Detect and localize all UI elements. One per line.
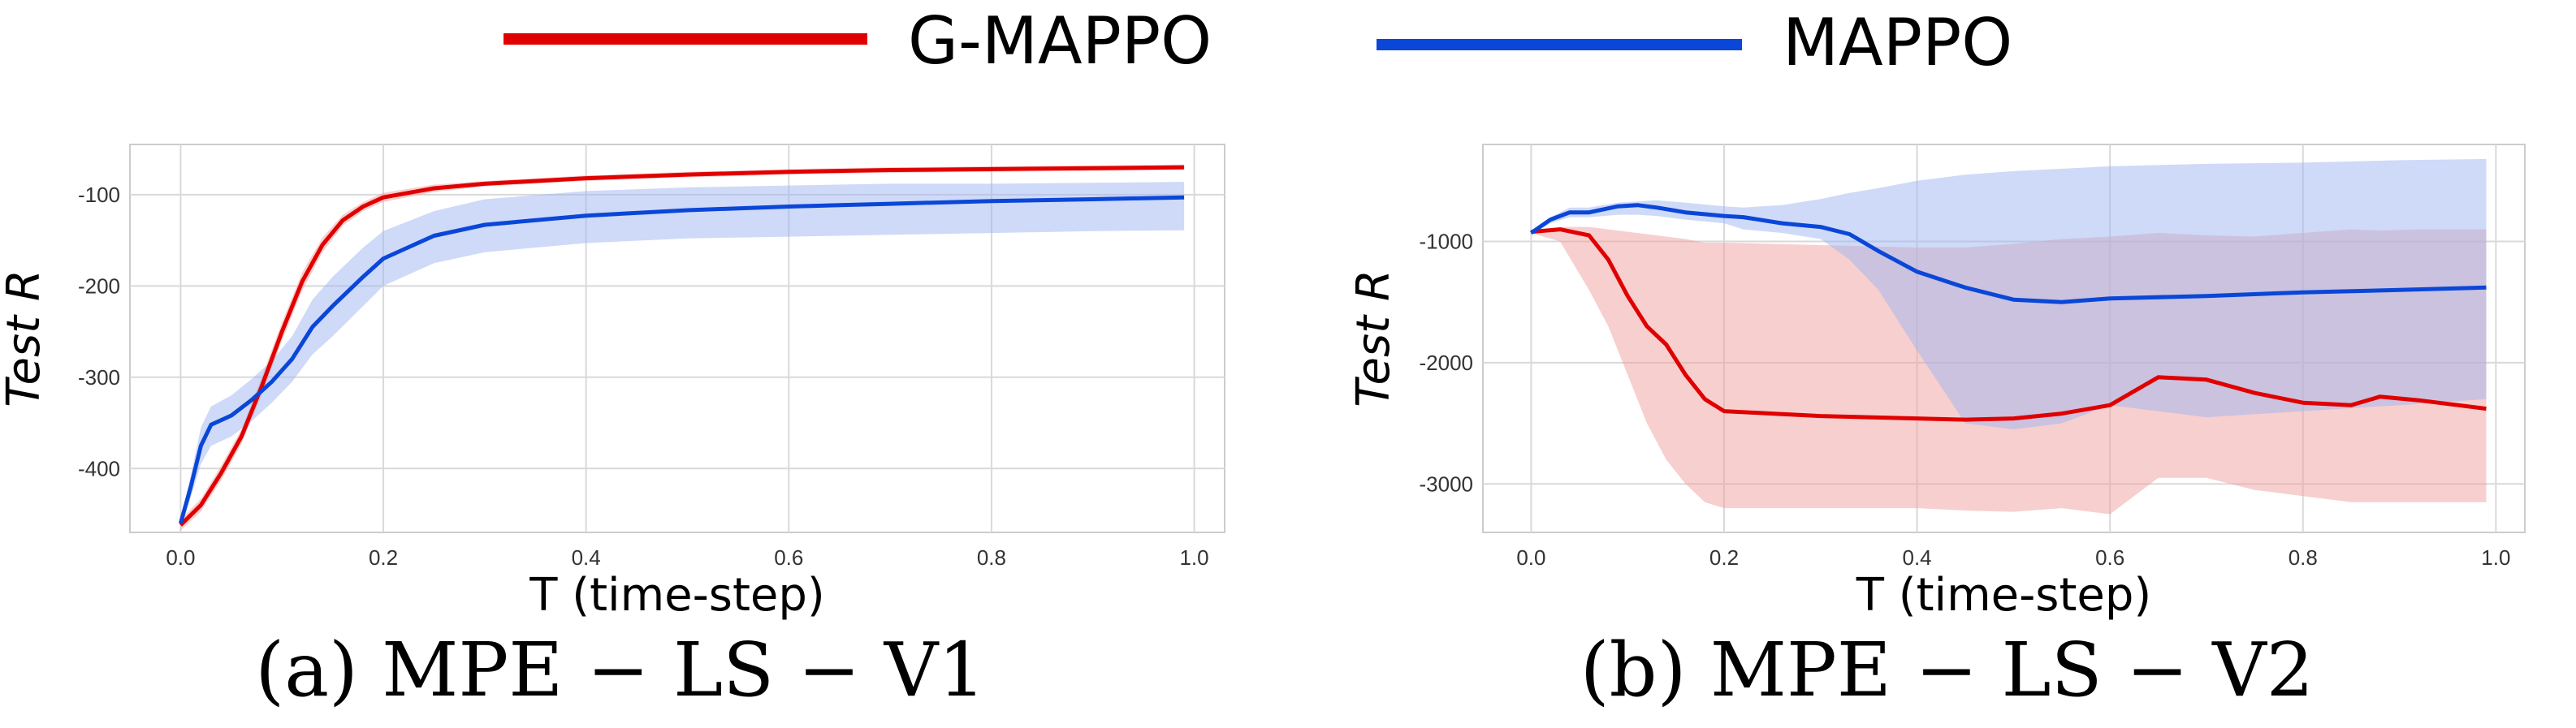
- x-tick-label: 1.0: [2481, 545, 2510, 570]
- x-tick-label: 0.6: [774, 545, 803, 570]
- x-tick-label: 0.4: [572, 545, 601, 570]
- confidence-band-mappo: [1531, 158, 2487, 429]
- legend-label-g-mappo: G-MAPPO: [908, 3, 1212, 79]
- tick-labels: 0.0 0.2 0.4 0.6 0.8 1.0 -1000 -2000 -3000: [1420, 230, 2511, 571]
- subplot-caption: (a) MPE − LS − V1: [255, 627, 985, 713]
- series-line-g-mappo: [179, 165, 1185, 527]
- x-tick-label: 0.8: [977, 545, 1006, 570]
- y-axis-label: Test R: [0, 269, 50, 407]
- x-tick-label: 0.8: [2289, 545, 2318, 570]
- chart-panel-a: 0.0 0.2 0.4 0.6 0.8 1.0 -100 -200 -300 -400 Test …: [0, 144, 1225, 713]
- x-axis-label: T (time-step): [1856, 569, 2152, 622]
- series-line-mappo: [1529, 203, 2487, 304]
- x-tick-label: 0.6: [2095, 545, 2124, 570]
- y-tick-label: -2000: [1420, 351, 1474, 375]
- x-tick-label: 0.0: [166, 545, 195, 570]
- subplot-caption: (b) MPE − LS − V2: [1580, 627, 2314, 713]
- y-tick-label: -400: [78, 456, 120, 480]
- y-tick-label: -300: [78, 365, 120, 390]
- legend: G-MAPPO MAPPO: [504, 3, 2012, 80]
- x-tick-label: 1.0: [1179, 545, 1208, 570]
- chart-panel-b: 0.0 0.2 0.4 0.6 0.8 1.0 -1000 -2000 -3000 Test R…: [1347, 144, 2526, 713]
- x-tick-label: 0.2: [369, 545, 398, 570]
- y-tick-label: -1000: [1420, 230, 1474, 254]
- series-line-mappo: [178, 195, 1185, 524]
- x-tick-label: 0.0: [1516, 545, 1545, 570]
- series-layer: [1529, 158, 2487, 515]
- y-tick-label: -3000: [1420, 472, 1474, 496]
- legend-label-mappo: MAPPO: [1783, 5, 2012, 80]
- series-line-g-mappo: [1531, 227, 2487, 422]
- x-tick-label: 0.4: [1903, 545, 1932, 570]
- y-axis-label: Test R: [1347, 269, 1400, 407]
- x-tick-label: 0.2: [1709, 545, 1739, 570]
- confidence-band-mappo: [180, 182, 1185, 528]
- y-tick-label: -200: [78, 274, 120, 298]
- x-axis-label: T (time-step): [529, 569, 825, 622]
- y-tick-label: -100: [78, 183, 120, 207]
- series-layer: [178, 164, 1185, 531]
- tick-labels: 0.0 0.2 0.4 0.6 0.8 1.0 -100 -200 -300 -400: [78, 183, 1209, 570]
